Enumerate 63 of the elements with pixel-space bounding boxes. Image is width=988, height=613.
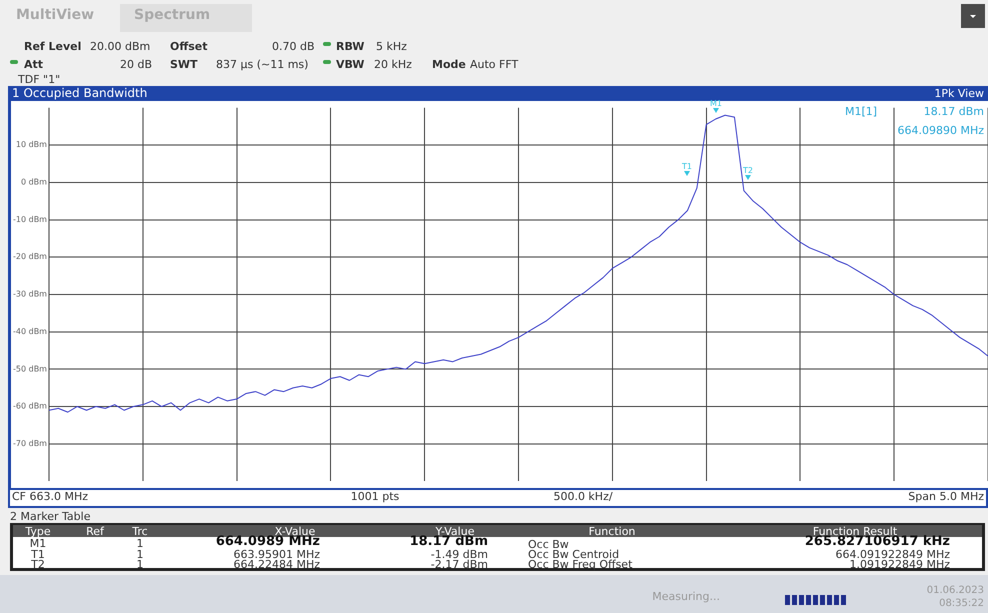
y-tick-label: -70 dBm <box>13 438 48 448</box>
text: TDF "1" <box>18 73 60 86</box>
text: 20 kHz <box>374 58 412 71</box>
y-tick-label: -40 dBm <box>13 326 48 336</box>
text: Auto FFT <box>470 58 518 71</box>
annotation: M1[1] <box>845 105 878 118</box>
text: M1 <box>30 537 46 550</box>
text: 1 <box>136 558 144 571</box>
text: 664.22484 MHz <box>233 558 320 571</box>
text: CF 663.0 MHz <box>12 490 88 503</box>
text: 0.70 dB <box>272 40 315 53</box>
text: 664.0989 MHz <box>216 534 320 549</box>
text: 18.17 dBm <box>410 534 488 549</box>
text: Occ Bw <box>528 538 569 551</box>
text: 663.95901 MHz <box>233 548 320 561</box>
y-tick-label: 10 dBm <box>16 140 48 150</box>
annotation: T1 <box>682 162 692 171</box>
y-tick-label: 0 dBm <box>20 178 48 187</box>
text: 500.0 kHz/ <box>553 490 613 503</box>
text: SWT <box>170 58 198 71</box>
text: Occ Bw Centroid <box>528 548 620 561</box>
text: Occ Bw Freq Offset <box>528 558 632 571</box>
text: Ref <box>86 525 104 538</box>
text: Mode <box>432 58 466 71</box>
text: Type <box>25 525 51 538</box>
text: Function <box>588 525 636 538</box>
text: -1.49 dBm <box>430 548 488 561</box>
text: 5 kHz <box>376 40 407 53</box>
text: 1 <box>136 548 144 561</box>
text: VBW <box>336 58 364 71</box>
y-tick-label: -30 dBm <box>13 290 48 299</box>
text: 265.827106917 kHz <box>804 534 950 549</box>
text: 1001 pts <box>350 490 400 503</box>
text: 1 <box>136 537 144 550</box>
text: 20 dB <box>120 58 152 71</box>
annotation: T2 <box>743 166 753 175</box>
text: T1 <box>31 548 45 561</box>
text: T2 <box>31 558 45 571</box>
text: 1.091922849 MHz <box>849 558 950 571</box>
text: 1Pk View <box>934 87 984 100</box>
text: Ref Level <box>24 40 82 53</box>
text: 837 µs (~11 ms) <box>216 58 308 71</box>
y-tick-label: -60 dBm <box>13 402 48 411</box>
annotation: M1 <box>710 99 722 108</box>
text: RBW <box>336 40 364 53</box>
annotation: 664.09890 MHz <box>897 124 984 137</box>
text: 664.091922849 MHz <box>835 548 950 561</box>
text: 01.06.2023 <box>926 584 984 597</box>
text: Span 5.0 MHz <box>908 490 984 503</box>
text: Att <box>24 58 44 71</box>
chart-title: 1 Occupied Bandwidth <box>12 86 148 100</box>
y-tick-label: -50 dBm <box>13 364 48 374</box>
text: 08:35:22 <box>939 597 984 610</box>
y-tick-label: -10 dBm <box>13 214 48 224</box>
text: Offset <box>170 40 208 53</box>
text: -2.17 dBm <box>430 558 488 571</box>
text: 2 Marker Table <box>10 510 90 523</box>
y-tick-label: -20 dBm <box>13 252 48 262</box>
text: Measuring... <box>652 590 720 603</box>
annotation: 18.17 dBm <box>924 105 984 118</box>
text: Trc <box>132 525 148 538</box>
text: 20.00 dBm <box>90 40 150 53</box>
text: MultiView <box>16 7 94 23</box>
